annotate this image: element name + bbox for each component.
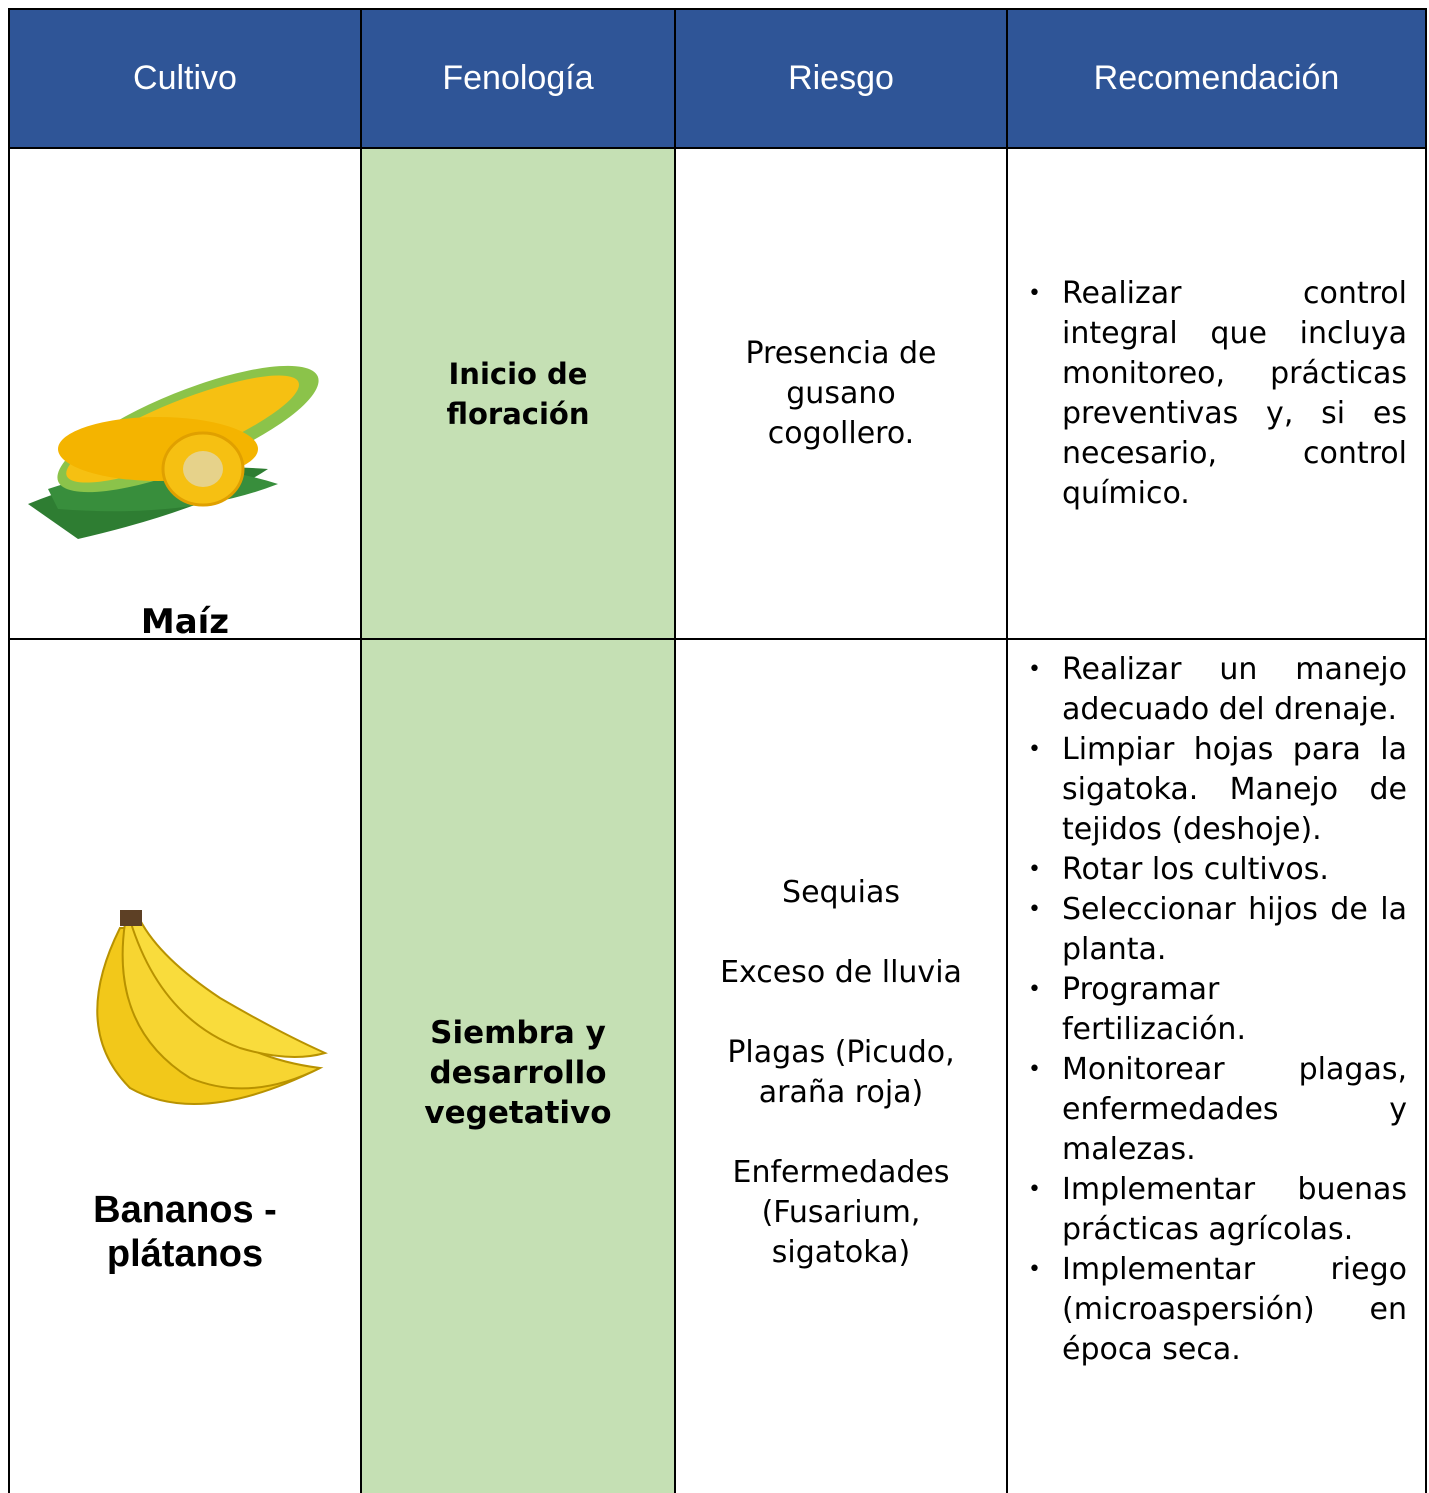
header-cell: Riesgo [674,8,1008,149]
recommendation-item: Limpiar hojas para la sigatoka. Manejo d… [1028,730,1407,850]
recommendation-item: Seleccionar hijos de la planta. [1028,890,1407,970]
header-cell: Fenología [360,8,676,149]
recommendation-item: Realizar un manejo adecuado del drenaje. [1028,650,1407,730]
crop-name: Bananos - plátanos [93,1189,277,1275]
header-text: Riesgo [788,59,894,97]
risk-text: Presencia de gusano cogollero. [745,335,937,451]
recommendation-item: Implementar riego (microaspersión) en ép… [1028,1250,1407,1370]
header-cell: Recomendación [1006,8,1427,149]
risk-cell: Presencia de gusano cogollero. [674,147,1008,640]
phenology-text: Inicio de floración [446,356,590,431]
crop-name: Maíz [140,602,230,642]
header-text: Fenología [442,59,594,97]
risk-text: Plagas (Picudo, araña roja) [727,1035,955,1110]
recommendation-item: Rotar los cultivos. [1028,850,1407,890]
recommendation-cell: Realizar un manejo adecuado del drenaje.… [1006,638,1427,1493]
recommendation-item: Monitorear plagas, enfermedades y maleza… [1028,1050,1407,1170]
recommendation-list: Realizar un manejo adecuado del drenaje.… [1008,650,1425,1370]
phenology-cell: Inicio de floración [360,147,676,640]
risk-cell: Sequias Exceso de lluvia Plagas (Picudo, a… [674,638,1008,1493]
crop-cell: Maíz [8,147,362,642]
risk-text: Exceso de lluvia [720,955,962,990]
recommendation-list: Realizar control integral que incluya mo… [1008,274,1425,514]
recommendation-item: Implementar buenas prácticas agrícolas. [1028,1170,1407,1250]
risk-text: Enfermedades (Fusarium, sigatoka) [732,1155,950,1270]
header-cell: Cultivo [8,8,362,149]
crop-cell: Bananos - plátanos [8,638,362,1493]
phenology-text: Siembra y desarrollo vegetativo [424,1015,612,1131]
corn-image [28,365,319,539]
header-text: Recomendación [1093,59,1340,97]
phenology-cell: Siembra y desarrollo vegetativo [360,638,676,1493]
risk-text: Sequias [782,875,900,910]
recommendation-item: Programar fertilización. [1028,970,1407,1050]
header-text: Cultivo [133,59,237,97]
recommendation-cell: Realizar control integral que incluya mo… [1006,147,1427,640]
recommendation-item: Realizar control integral que incluya mo… [1028,274,1407,514]
banana-image [96,910,328,1105]
